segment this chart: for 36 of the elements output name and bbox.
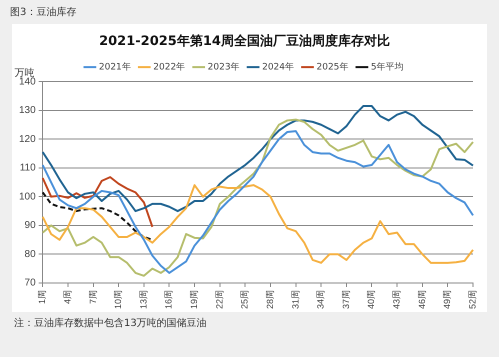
- line-series: [42, 191, 154, 241]
- x-tick-label: 37周: [340, 290, 351, 310]
- x-tick-label: 40周: [366, 290, 376, 310]
- legend-label: 2023年: [208, 61, 240, 72]
- y-tick-label: 140: [18, 76, 36, 88]
- text: 注：豆油库存数据中包含13万吨的国储豆油: [14, 316, 207, 330]
- x-tick-label: 22周: [214, 290, 224, 310]
- y-tick-label: 70: [24, 278, 36, 289]
- x-tick-label: 28周: [264, 290, 275, 310]
- x-tick-label: 10周: [113, 290, 124, 310]
- legend-label: 2025年: [316, 61, 348, 72]
- x-tick-label: 31周: [290, 290, 300, 310]
- x-tick-label: 25周: [240, 290, 250, 310]
- legend-label: 2022年: [153, 61, 186, 72]
- x-tick-label: 43周: [392, 290, 402, 310]
- caption: 图3：豆油库存: [10, 6, 76, 19]
- x-tick-label: 4周: [62, 290, 72, 304]
- chart-title: 2021-2025年第14周全国油厂豆油周度库存对比: [99, 33, 390, 50]
- y-tick-label: 130: [18, 105, 36, 116]
- x-tick-label: 52周: [467, 290, 478, 310]
- y-tick-label: 100: [18, 191, 36, 202]
- x-tick-label: 16周: [164, 290, 174, 310]
- x-tick-label: 7周: [88, 290, 98, 304]
- x-tick-label: 46周: [416, 290, 427, 310]
- y-tick-label: 120: [18, 134, 36, 145]
- legend-label: 2021年: [98, 61, 131, 72]
- x-tick-label: 19周: [189, 290, 200, 310]
- x-tick-label: 1周: [37, 290, 48, 304]
- legend-label: 5年平均: [370, 61, 404, 72]
- y-tick-label: 80: [24, 248, 36, 260]
- y-tick-label: 110: [20, 162, 36, 174]
- x-tick-label: 49周: [442, 290, 452, 310]
- legend-label: 2024年: [262, 61, 294, 72]
- x-tick-label: 13周: [138, 290, 148, 310]
- y-tick-label: 90: [24, 220, 36, 232]
- x-tick-label: 34周: [316, 290, 326, 310]
